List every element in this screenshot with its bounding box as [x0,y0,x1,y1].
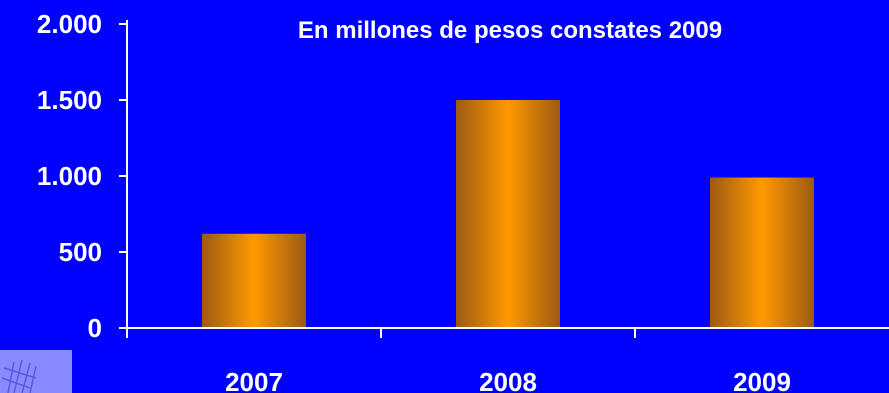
axes [119,20,889,338]
bars [202,100,814,328]
x-tick-label-2009: 2009 [733,367,791,393]
y-tick-label: 2.000 [37,9,102,39]
chart-title: En millones de pesos constates 2009 [298,17,722,44]
y-tick-label: 1.500 [37,85,102,115]
emblem-logo [0,350,72,393]
y-axis-tick-labels: 0 500 1.000 1.500 2.000 [37,9,102,343]
bar-2008 [456,100,560,328]
x-tick-label-2007: 2007 [225,367,283,393]
y-tick-label: 500 [59,237,102,267]
y-tick-label: 0 [88,313,102,343]
bar-2007 [202,233,306,328]
x-tick-label-2008: 2008 [479,367,537,393]
x-axis-tick-labels: 2007 2008 2009 [225,367,791,393]
y-tick-label: 1.000 [37,161,102,191]
bar-2009 [710,177,814,328]
